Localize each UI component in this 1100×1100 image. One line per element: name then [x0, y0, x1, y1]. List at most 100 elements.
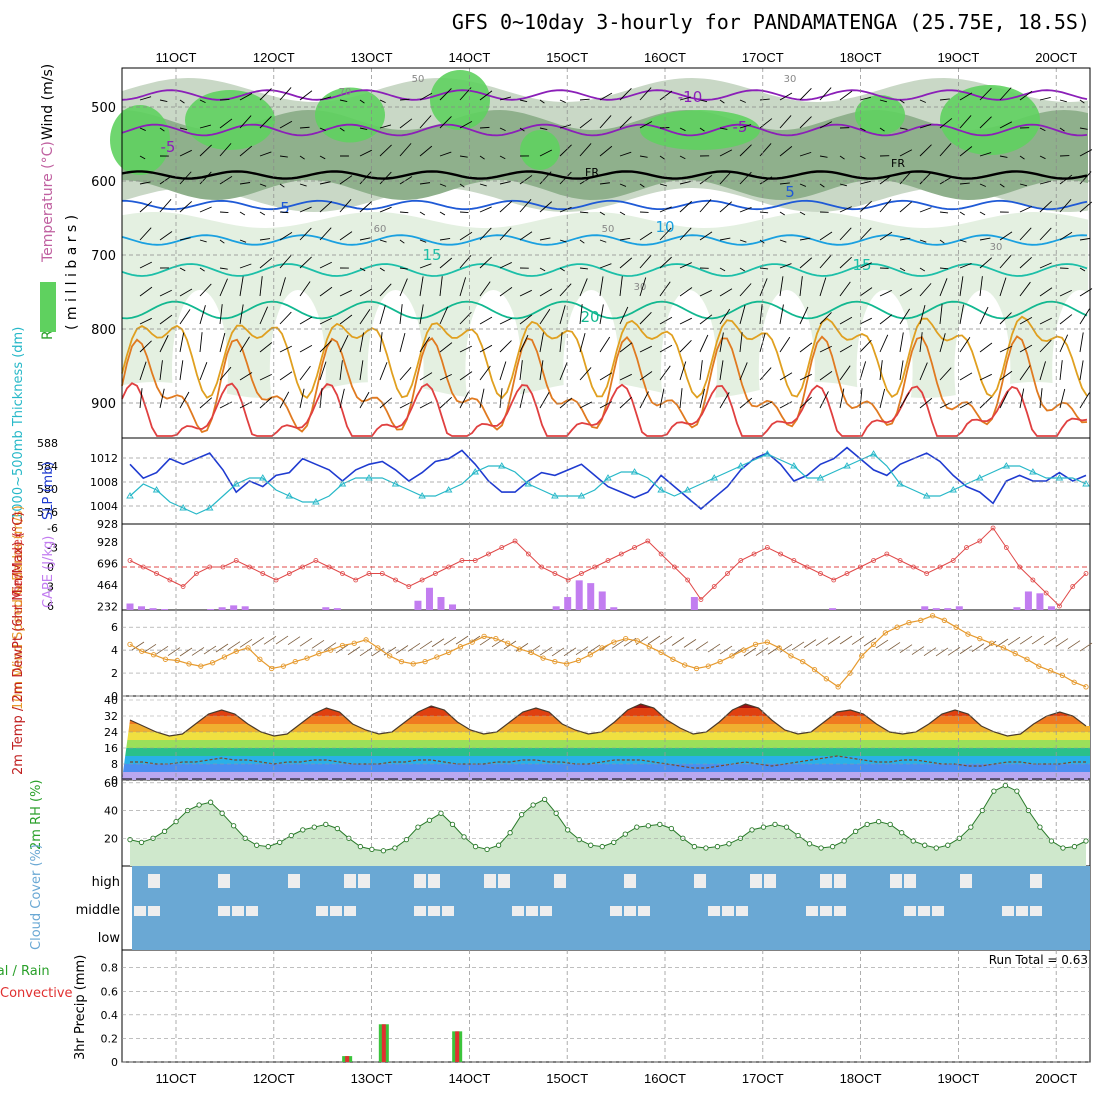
- wind-barb: [959, 276, 964, 297]
- wind-barb: [799, 276, 803, 297]
- wind-barb: [559, 267, 565, 272]
- wind-barb: [739, 283, 752, 297]
- cloud-high-cell: [358, 874, 370, 888]
- cloud-middle-cell: [540, 906, 552, 916]
- wind-barb: [359, 99, 365, 104]
- thickness-marker: [736, 462, 745, 469]
- wind-barb: [299, 155, 305, 160]
- wind-barb: [419, 92, 433, 101]
- wind-barb: [819, 87, 832, 101]
- lifted-index-point: [698, 597, 704, 602]
- cape-bar: [138, 606, 146, 610]
- wind-barb: [779, 115, 792, 129]
- ylabel-thickness: 1000~500mb Thickness (dm): [11, 327, 26, 520]
- thickness-marker: [896, 480, 904, 487]
- y-tick-label: 800: [91, 323, 116, 338]
- thickness-marker: [471, 468, 480, 475]
- lifted-index-point: [366, 571, 372, 576]
- wind-barb: [939, 367, 952, 381]
- wind-barb: [539, 308, 551, 325]
- temp-band: [122, 748, 1090, 756]
- wind-barb: [539, 391, 550, 409]
- wind-barb: [399, 239, 405, 244]
- wind-barb: [1059, 334, 1069, 353]
- cloud-middle-cell: [708, 906, 720, 916]
- wind-barb: [239, 639, 253, 648]
- temp-band: [122, 732, 1090, 740]
- ylabel-cloud: Cloud Cover (%): [29, 844, 44, 950]
- wind-barb: [499, 181, 511, 185]
- cape-bar: [1047, 606, 1055, 610]
- rh-point: [703, 845, 709, 851]
- wind-barb: [339, 231, 353, 241]
- cloud-middle-cell: [806, 906, 818, 916]
- lifted-index-point: [472, 558, 478, 563]
- wind-speed-point: [505, 640, 511, 646]
- rh-point: [991, 788, 997, 794]
- wind-barb: [759, 98, 770, 101]
- wind-barb: [479, 256, 492, 269]
- wind-speed-point: [375, 645, 381, 651]
- cloud-middle-cell: [428, 906, 440, 916]
- wind-barb: [1059, 360, 1063, 381]
- wind-barb: [699, 199, 712, 213]
- wind-barb: [759, 278, 768, 297]
- wind-barb: [1079, 392, 1090, 409]
- wind-barb: [1019, 365, 1031, 381]
- wind-barb: [1039, 200, 1052, 213]
- lifted-index-point: [977, 538, 983, 544]
- rh-point: [161, 828, 168, 834]
- wind-barb: [779, 146, 793, 157]
- wind-speed-point: [564, 661, 570, 667]
- cloud-middle-cell: [512, 906, 524, 916]
- wind-barb: [579, 401, 593, 409]
- wind-barb: [299, 256, 312, 269]
- temp-band: [122, 756, 1090, 764]
- cloud-high-cell: [624, 874, 636, 888]
- rh-point: [380, 848, 387, 854]
- wind-barb: [539, 201, 553, 213]
- wind-barb: [299, 281, 311, 297]
- wind-barb: [679, 388, 683, 409]
- wind-barb: [899, 201, 913, 213]
- wind-barb: [759, 118, 773, 129]
- wind-barb: [419, 263, 432, 269]
- rh-point: [288, 832, 294, 839]
- rh-point: [438, 810, 444, 816]
- wind-barb: [399, 143, 412, 157]
- cloud-middle-cell: [820, 906, 832, 916]
- wind-barb: [743, 647, 757, 657]
- wind-barb: [431, 638, 445, 648]
- rh-point: [795, 832, 801, 839]
- wind-barb: [959, 211, 965, 216]
- wind-barb: [979, 237, 991, 241]
- wind-barb: [959, 304, 964, 325]
- rh-point: [783, 824, 790, 830]
- wind-barb: [339, 99, 348, 103]
- wind-barb: [739, 305, 746, 325]
- wind-speed-point: [811, 666, 818, 673]
- wind-speed-point: [387, 653, 393, 659]
- wind-barb: [959, 336, 971, 353]
- wind-barb: [539, 288, 553, 297]
- wind-barb: [799, 211, 806, 216]
- wind-speed-point: [634, 638, 641, 644]
- wind-barb: [179, 647, 193, 657]
- wind-barb: [1079, 99, 1085, 104]
- cape-tick: 696: [97, 558, 118, 571]
- wind-barb: [199, 305, 206, 325]
- wind-barb: [759, 143, 772, 157]
- wind-barb: [259, 183, 267, 187]
- wind-barb: [679, 181, 691, 185]
- lifted-index-point: [884, 551, 890, 557]
- rh-point: [887, 821, 893, 828]
- cloud-high-cell: [890, 874, 902, 888]
- wind-barb: [219, 118, 233, 129]
- wind-barb: [1043, 636, 1057, 646]
- wind-barb: [659, 344, 673, 353]
- wind-barb: [619, 88, 632, 101]
- wind-barb: [939, 118, 953, 129]
- precip-tick: 0: [111, 1056, 118, 1069]
- wind-barb: [139, 388, 143, 409]
- wind-barb: [659, 183, 667, 187]
